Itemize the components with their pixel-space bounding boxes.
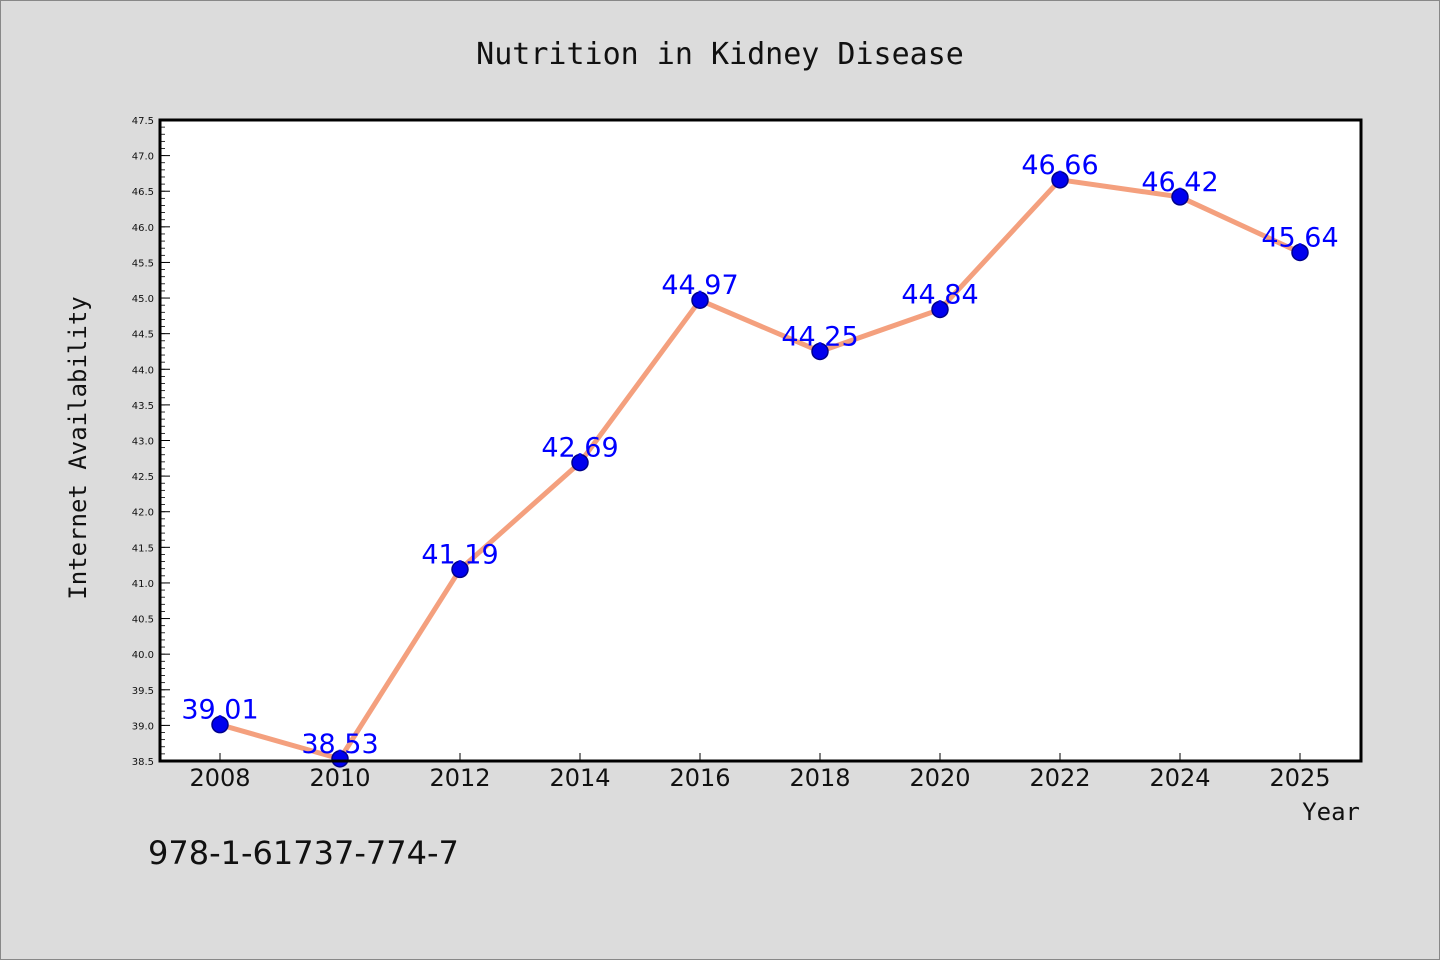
data-label: 38.53 [301, 729, 378, 760]
data-label: 44.25 [781, 321, 858, 352]
y-tick-label: 45.0 [132, 294, 154, 305]
y-tick-label: 46.5 [132, 187, 154, 198]
y-axis: 38.5 39.0 39.5 40.0 40.5 41.0 41.5 42.0 42.5 43.0… [132, 116, 170, 768]
x-tick-label: 2018 [789, 764, 850, 792]
isbn-footer: 978-1-61737-774-7 [148, 834, 459, 872]
data-point [211, 715, 229, 734]
y-tick-label: 40.0 [132, 650, 154, 661]
data-label: 46.42 [1141, 167, 1218, 198]
data-point [931, 300, 949, 319]
y-tick-label: 41.0 [132, 579, 154, 590]
y-tick-label: 44.0 [132, 365, 154, 376]
x-tick-label: 2022 [1029, 764, 1090, 792]
data-label: 39.01 [181, 695, 258, 726]
y-tick-label: 46.0 [132, 223, 154, 234]
y-tick-label: 40.5 [132, 615, 154, 626]
data-point [691, 291, 709, 309]
y-tick-label: 38.5 [132, 757, 154, 768]
plot-frame [158, 118, 1363, 763]
data-label: 45.64 [1261, 222, 1338, 253]
y-tick-label: 39.0 [132, 721, 154, 732]
y-tick-label: 41.5 [132, 543, 154, 554]
series-line [219, 177, 1302, 762]
y-tick-label: 42.5 [132, 472, 154, 483]
x-tick-label: 2025 [1269, 764, 1330, 792]
data-point [571, 453, 589, 472]
data-series: 39.01 38.53 41.19 42.69 44.97 44.25 44.84 46.66… [181, 150, 1339, 768]
y-tick-label: 39.5 [132, 686, 154, 697]
y-tick-label: 47.5 [132, 116, 154, 127]
x-tick-label: 2016 [669, 764, 730, 792]
data-point [1051, 171, 1069, 189]
data-point [1291, 243, 1309, 262]
x-tick-label: 2010 [309, 764, 370, 792]
y-tick-label: 47.0 [132, 152, 154, 163]
x-tick-label: 2008 [189, 764, 250, 792]
x-axis-label: Year [1302, 798, 1360, 826]
data-point [1171, 188, 1189, 206]
y-axis-label: Internet Availability [64, 296, 92, 599]
data-label: 42.69 [541, 433, 618, 464]
data-label: 44.97 [661, 270, 738, 301]
data-label: 41.19 [421, 539, 498, 570]
y-tick-label: 43.5 [132, 401, 154, 412]
y-tick-label: 45.5 [132, 258, 154, 269]
data-point [331, 750, 349, 768]
plot-area [160, 120, 1361, 761]
x-axis: 2008 2010 2012 2014 2016 2018 2020 2022 2024 2025 [189, 753, 1331, 792]
y-tick-label: 44.5 [132, 330, 154, 341]
data-point [811, 342, 829, 361]
data-point [451, 560, 469, 579]
data-label: 46.66 [1021, 150, 1098, 181]
x-tick-label: 2024 [1149, 764, 1210, 792]
y-tick-label: 42.0 [132, 508, 154, 519]
x-tick-label: 2014 [549, 764, 610, 792]
y-tick-label: 43.0 [132, 437, 154, 448]
chart-title: Nutrition in Kidney Disease [476, 37, 964, 72]
x-tick-label: 2012 [429, 764, 490, 792]
data-label: 44.84 [901, 279, 978, 310]
x-tick-label: 2020 [909, 764, 970, 792]
